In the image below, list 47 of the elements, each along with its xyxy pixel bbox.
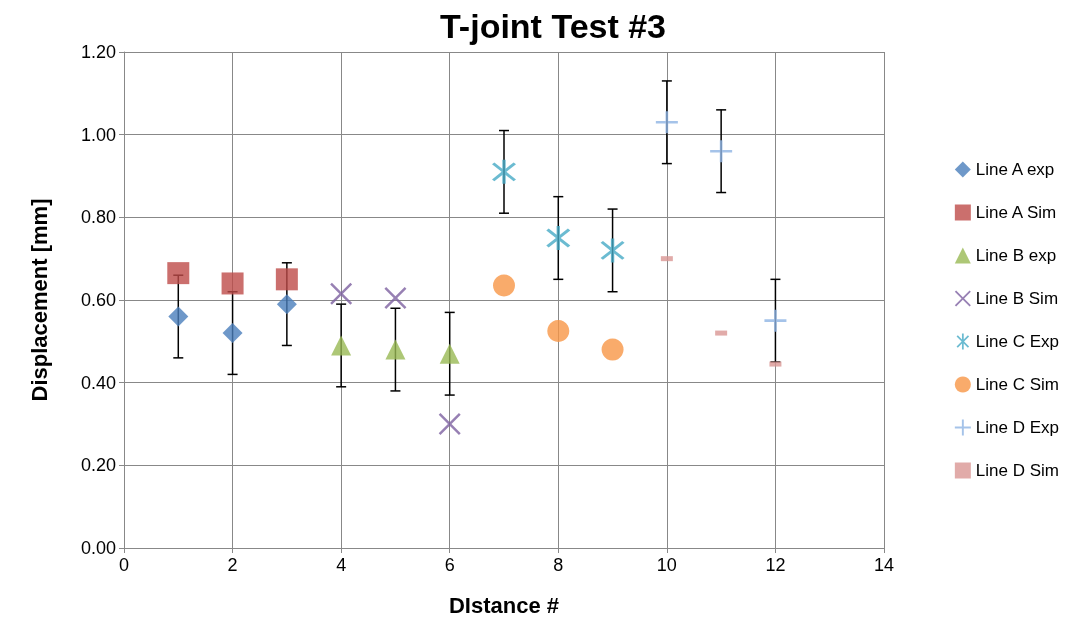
legend-label: Line D Exp: [975, 418, 1060, 437]
y-tick-label: 0.80: [80, 207, 116, 228]
point: [492, 159, 516, 184]
point: [601, 338, 624, 361]
x-tick-label: 4: [336, 555, 347, 575]
point: [168, 306, 189, 327]
x-tick-label: 12: [765, 555, 786, 575]
y-tick-label: 0.60: [80, 290, 116, 310]
y-axis-title: Displacement [mm]: [26, 198, 52, 402]
legend-label: Line C Sim: [975, 375, 1059, 394]
y-tick-label: 0.20: [80, 455, 116, 476]
x-tick-label: 14: [873, 555, 895, 575]
point: [710, 140, 733, 163]
point: [600, 238, 625, 263]
point: [222, 323, 243, 344]
y-tick-label: 0.00: [80, 538, 116, 558]
point: [221, 272, 244, 295]
point: [330, 282, 353, 305]
point: [167, 262, 190, 285]
x-tick-label: 8: [553, 555, 564, 575]
point: [276, 294, 297, 315]
y-tick-label: 1.00: [80, 124, 116, 145]
legend-label: Line B exp: [975, 246, 1057, 265]
point: [546, 226, 571, 250]
y-tick-label: 1.20: [80, 42, 116, 62]
point: [547, 320, 570, 342]
legend-label: Line B Sim: [975, 289, 1059, 308]
legend-label: Line A Sim: [975, 203, 1057, 222]
point: [655, 111, 678, 134]
chart-title: T-joint Test #3: [439, 7, 667, 45]
point: [764, 309, 787, 332]
point: [438, 413, 461, 435]
point: [331, 335, 352, 356]
x-tick-label: 0: [118, 555, 130, 575]
legend-label: Line C Exp: [975, 332, 1060, 351]
legend-label: Line A exp: [975, 160, 1055, 179]
y-tick-label: 0.40: [80, 372, 116, 393]
point: [384, 286, 407, 309]
point: [439, 343, 460, 364]
legend-label: Line D Sim: [975, 461, 1059, 480]
x-axis-title: DIstance #: [448, 592, 560, 618]
point: [275, 268, 298, 291]
x-tick-label: 10: [656, 555, 677, 575]
point: [493, 274, 515, 297]
x-tick-label: 2: [227, 555, 238, 575]
point: [385, 339, 406, 360]
x-tick-label: 6: [444, 555, 455, 575]
